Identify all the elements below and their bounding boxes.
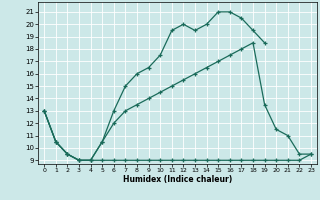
X-axis label: Humidex (Indice chaleur): Humidex (Indice chaleur) — [123, 175, 232, 184]
